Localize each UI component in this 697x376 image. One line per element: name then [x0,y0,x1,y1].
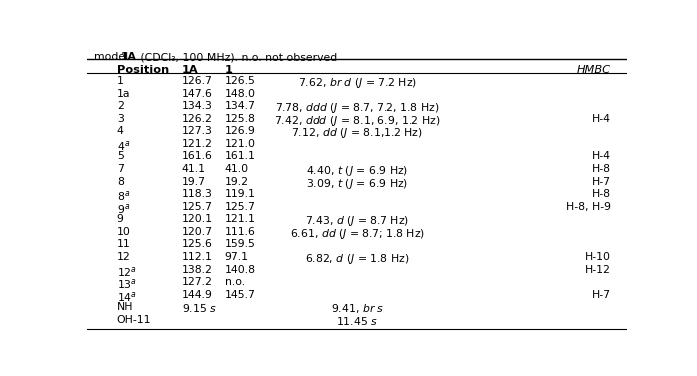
Text: 6.61, $\mathit{dd}$ ($\mathit{J}$ = 8.7; 1.8 Hz): 6.61, $\mathit{dd}$ ($\mathit{J}$ = 8.7;… [290,227,424,241]
Text: 41.1: 41.1 [182,164,206,174]
Text: H-8, H-9: H-8, H-9 [566,202,611,212]
Text: 121.2: 121.2 [182,139,213,149]
Text: 127.3: 127.3 [182,126,213,136]
Text: 144.9: 144.9 [182,290,213,300]
Text: 126.7: 126.7 [182,76,213,86]
Text: 145.7: 145.7 [225,290,256,300]
Text: 10: 10 [117,227,131,237]
Text: 1A: 1A [182,65,198,75]
Text: H-10: H-10 [585,252,611,262]
Text: 121.0: 121.0 [225,139,256,149]
Text: 120.7: 120.7 [182,227,213,237]
Text: NH: NH [117,302,133,312]
Text: 19.7: 19.7 [182,177,206,186]
Text: 161.6: 161.6 [182,152,213,161]
Text: 9.41, $\mathit{br}$ $\mathit{s}$: 9.41, $\mathit{br}$ $\mathit{s}$ [330,302,384,315]
Text: H-7: H-7 [592,177,611,186]
Text: 112.1: 112.1 [182,252,213,262]
Text: 9$^a$: 9$^a$ [117,202,130,216]
Text: 12$^a$: 12$^a$ [117,265,137,279]
Text: 125.6: 125.6 [182,240,213,249]
Text: 1a: 1a [117,89,130,99]
Text: H-4: H-4 [592,152,611,161]
Text: 140.8: 140.8 [225,265,256,274]
Text: H-7: H-7 [592,290,611,300]
Text: 3.09, $\mathit{t}$ ($\mathit{J}$ = 6.9 Hz): 3.09, $\mathit{t}$ ($\mathit{J}$ = 6.9 H… [306,177,408,191]
Text: (CDCl₃, 100 MHz). n.o. not observed: (CDCl₃, 100 MHz). n.o. not observed [137,52,337,62]
Text: 118.3: 118.3 [182,189,213,199]
Text: 125.7: 125.7 [225,202,256,212]
Text: 4$^a$: 4$^a$ [117,139,130,153]
Text: 11.45 $\mathit{s}$: 11.45 $\mathit{s}$ [336,315,378,327]
Text: 6.82, $\mathit{d}$ ($\mathit{J}$ = 1.8 Hz): 6.82, $\mathit{d}$ ($\mathit{J}$ = 1.8 H… [305,252,409,266]
Text: 138.2: 138.2 [182,265,213,274]
Text: 8$^a$: 8$^a$ [117,189,130,203]
Text: 9: 9 [117,214,123,224]
Text: 125.7: 125.7 [182,202,213,212]
Text: 3: 3 [117,114,123,124]
Text: n.o.: n.o. [225,277,245,287]
Text: 161.1: 161.1 [225,152,256,161]
Text: 120.1: 120.1 [182,214,213,224]
Text: 126.5: 126.5 [225,76,256,86]
Text: 7.62, $\mathit{br}$ $\mathit{d}$ ($\mathit{J}$ = 7.2 Hz): 7.62, $\mathit{br}$ $\mathit{d}$ ($\math… [298,76,417,90]
Text: H-8: H-8 [592,189,611,199]
Text: 41.0: 41.0 [225,164,249,174]
Text: 147.6: 147.6 [182,89,213,99]
Text: 5: 5 [117,152,123,161]
Text: 1: 1 [225,65,233,75]
Text: 7.78, $\mathit{ddd}$ ($\mathit{J}$ = 8.7, 7.2, 1.8 Hz): 7.78, $\mathit{ddd}$ ($\mathit{J}$ = 8.7… [275,101,439,115]
Text: H-12: H-12 [585,265,611,274]
Text: 134.7: 134.7 [225,101,256,111]
Text: 14$^a$: 14$^a$ [117,290,137,304]
Text: 13$^a$: 13$^a$ [117,277,137,291]
Text: Position: Position [117,65,169,75]
Text: 126.2: 126.2 [182,114,213,124]
Text: 127.2: 127.2 [182,277,213,287]
Text: H-4: H-4 [592,114,611,124]
Text: 7.42, $\mathit{ddd}$ ($\mathit{J}$ = 8.1, 6.9, 1.2 Hz): 7.42, $\mathit{ddd}$ ($\mathit{J}$ = 8.1… [274,114,441,128]
Text: 7.12, $\mathit{dd}$ ($\mathit{J}$ = 8.1,1.2 Hz): 7.12, $\mathit{dd}$ ($\mathit{J}$ = 8.1,… [291,126,423,140]
Text: 1A: 1A [121,52,137,62]
Text: model: model [93,52,131,62]
Text: 111.6: 111.6 [225,227,256,237]
Text: HMBC: HMBC [577,65,611,75]
Text: 19.2: 19.2 [225,177,249,186]
Text: 7: 7 [117,164,123,174]
Text: 1: 1 [117,76,123,86]
Text: 126.9: 126.9 [225,126,256,136]
Text: 7.43, $\mathit{d}$ ($\mathit{J}$ = 8.7 Hz): 7.43, $\mathit{d}$ ($\mathit{J}$ = 8.7 H… [305,214,409,228]
Text: 125.8: 125.8 [225,114,256,124]
Text: 9.15 $\mathit{s}$: 9.15 $\mathit{s}$ [182,302,217,314]
Text: 2: 2 [117,101,123,111]
Text: 12: 12 [117,252,130,262]
Text: 4: 4 [117,126,123,136]
Text: 11: 11 [117,240,130,249]
Text: 8: 8 [117,177,123,186]
Text: 121.1: 121.1 [225,214,256,224]
Text: 119.1: 119.1 [225,189,256,199]
Text: OH-11: OH-11 [117,315,151,325]
Text: 159.5: 159.5 [225,240,256,249]
Text: 4.40, $\mathit{t}$ ($\mathit{J}$ = 6.9 Hz): 4.40, $\mathit{t}$ ($\mathit{J}$ = 6.9 H… [306,164,408,178]
Text: 97.1: 97.1 [225,252,249,262]
Text: 148.0: 148.0 [225,89,256,99]
Text: H-8: H-8 [592,164,611,174]
Text: 134.3: 134.3 [182,101,213,111]
